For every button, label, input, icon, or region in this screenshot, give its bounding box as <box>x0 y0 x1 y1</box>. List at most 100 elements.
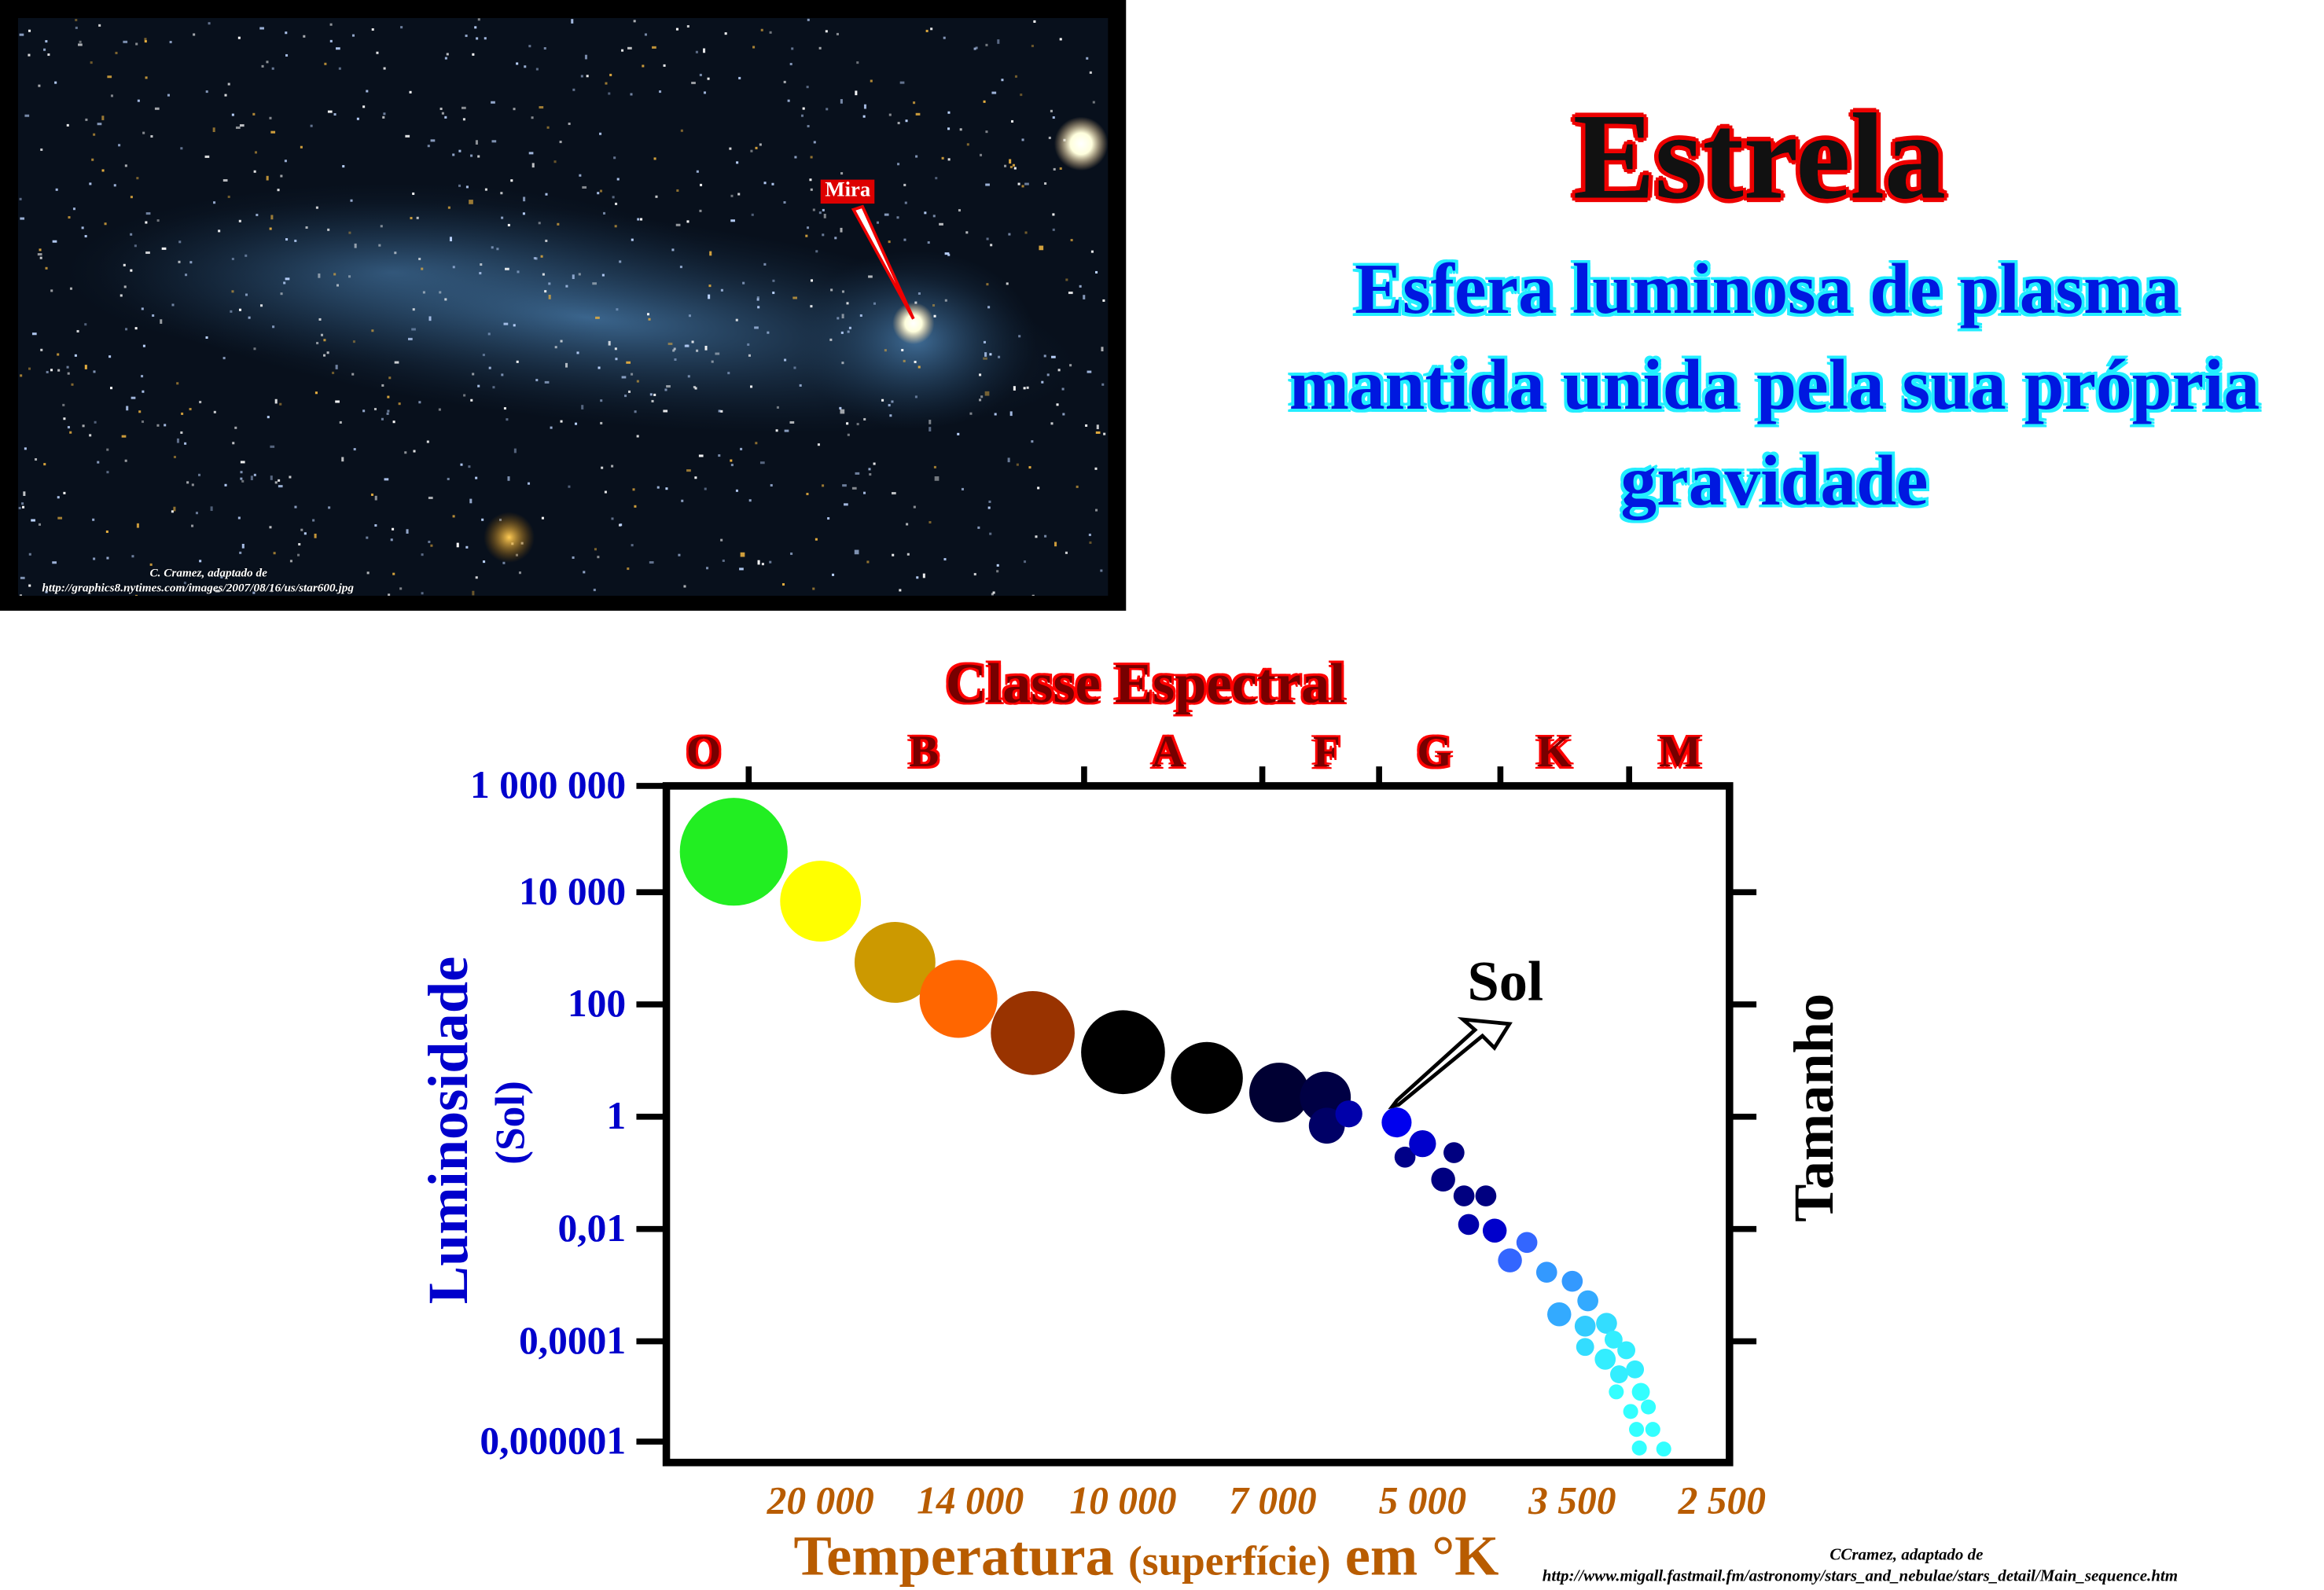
background-star <box>1076 485 1079 488</box>
background-star <box>822 233 825 237</box>
star-point <box>1431 1167 1455 1192</box>
background-star <box>156 219 160 222</box>
background-star <box>465 185 469 189</box>
background-star <box>966 143 969 146</box>
background-star <box>903 183 906 186</box>
background-star <box>873 462 876 465</box>
background-star <box>683 585 686 588</box>
background-star <box>840 331 844 334</box>
star-point <box>1081 1010 1165 1095</box>
background-star <box>846 302 849 305</box>
background-star <box>889 414 892 417</box>
background-star <box>79 40 82 43</box>
background-star <box>374 523 377 527</box>
background-star <box>1092 101 1095 104</box>
star-point <box>1629 1422 1645 1438</box>
background-star <box>278 485 283 488</box>
background-star <box>266 61 269 64</box>
background-star <box>548 295 551 299</box>
background-star <box>505 267 509 270</box>
background-star <box>294 505 297 509</box>
background-star <box>624 395 627 398</box>
background-star <box>1021 185 1024 188</box>
background-star <box>421 267 424 270</box>
background-star <box>934 476 940 481</box>
background-star <box>771 182 774 185</box>
background-star <box>120 294 123 297</box>
background-star <box>783 200 786 204</box>
background-star <box>222 178 228 182</box>
y-tick-label: 1 000 000 <box>470 763 627 807</box>
background-star <box>173 506 176 512</box>
background-star <box>718 454 721 457</box>
background-star <box>270 476 273 480</box>
background-star <box>888 113 892 116</box>
background-star <box>341 457 344 462</box>
background-star <box>928 520 932 524</box>
background-star <box>356 117 359 120</box>
background-star <box>353 448 356 451</box>
background-star <box>314 391 318 395</box>
background-star <box>1090 250 1094 253</box>
background-star <box>186 481 189 484</box>
background-star <box>336 47 340 50</box>
background-star <box>627 567 630 571</box>
background-star <box>104 222 107 226</box>
background-star <box>805 234 808 237</box>
background-star <box>181 412 184 415</box>
background-star <box>366 536 369 539</box>
background-star <box>839 406 842 409</box>
background-star <box>124 459 127 462</box>
background-star <box>711 360 714 363</box>
background-star <box>718 409 721 413</box>
background-star <box>462 118 465 121</box>
x-tick-label: 7 000 <box>1229 1478 1317 1522</box>
background-star <box>888 404 891 407</box>
background-star <box>1061 387 1065 391</box>
background-star <box>197 473 201 476</box>
background-star <box>327 110 333 113</box>
background-star <box>792 296 798 299</box>
background-star <box>564 362 568 368</box>
background-star <box>665 487 668 490</box>
background-star <box>1070 238 1073 242</box>
background-star <box>806 86 809 89</box>
background-star <box>271 67 274 70</box>
star-point <box>1645 1422 1660 1438</box>
background-star <box>986 237 989 241</box>
background-star <box>840 409 845 414</box>
y-tick-label: 0,0001 <box>518 1318 627 1363</box>
background-star <box>675 28 678 31</box>
background-star <box>1050 422 1054 425</box>
background-star <box>939 222 943 226</box>
background-star <box>533 257 536 260</box>
background-star <box>312 519 315 522</box>
background-star <box>491 101 495 104</box>
background-star <box>550 426 553 429</box>
background-star <box>52 240 57 243</box>
background-star <box>598 366 601 369</box>
background-star <box>616 178 620 181</box>
background-star <box>985 130 988 134</box>
background-star <box>1095 270 1098 274</box>
background-star <box>218 230 221 233</box>
background-star <box>205 336 208 340</box>
background-star <box>491 140 497 143</box>
background-star <box>830 288 833 292</box>
background-star <box>581 405 584 409</box>
background-star <box>1103 432 1106 435</box>
background-star <box>755 442 758 445</box>
background-star <box>523 196 526 202</box>
background-star <box>592 282 597 285</box>
background-star <box>500 192 503 195</box>
background-star <box>904 201 907 204</box>
background-star <box>772 292 775 295</box>
chart-title: Classe Espectral <box>945 652 1346 716</box>
background-star <box>659 90 662 94</box>
background-star <box>637 218 640 221</box>
background-star <box>383 67 386 70</box>
background-star <box>212 127 215 132</box>
x-tick-label: 14 000 <box>917 1478 1024 1522</box>
background-star <box>289 560 292 563</box>
